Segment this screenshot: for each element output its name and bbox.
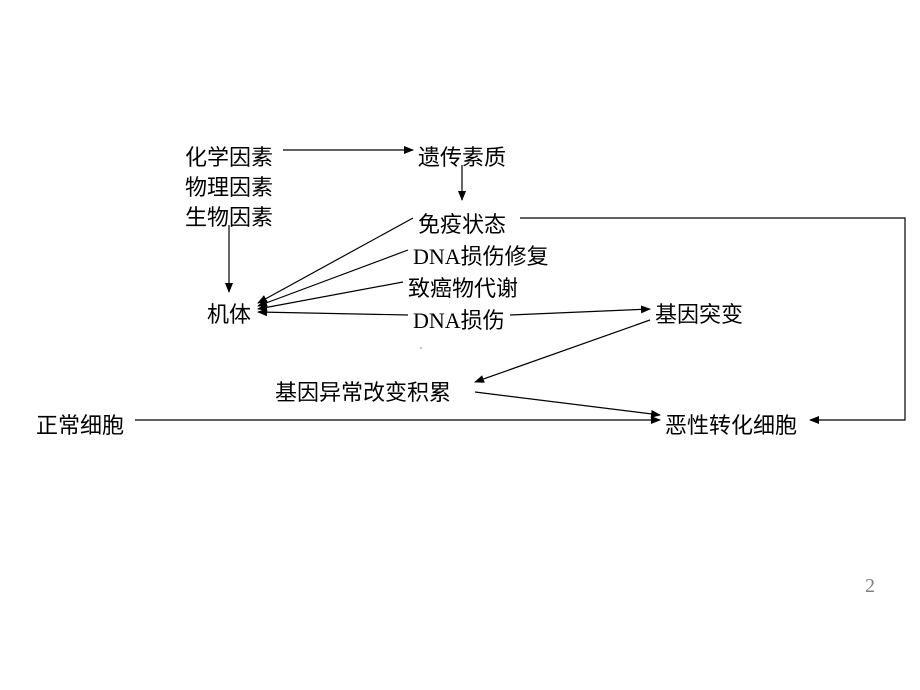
edge-carcinogen_to_body bbox=[258, 282, 403, 309]
node-malignant: 恶性转化细胞 bbox=[665, 408, 797, 440]
edge-dnarepair_to_body bbox=[258, 250, 408, 306]
node-normal-cell: 正常细胞 bbox=[36, 408, 124, 440]
node-body: 机体 bbox=[207, 297, 251, 329]
node-chem-factor: 化学因素 bbox=[185, 140, 273, 172]
node-bio-factor: 生物因素 bbox=[185, 200, 273, 232]
edge-dnadamage_to_body bbox=[258, 312, 408, 315]
node-gene-accum: 基因异常改变积累 bbox=[275, 375, 451, 407]
arrow-layer bbox=[0, 0, 920, 690]
node-heredity: 遗传素质 bbox=[418, 140, 506, 172]
node-gene-mutation: 基因突变 bbox=[655, 297, 743, 329]
node-dna-damage: DNA损伤 bbox=[413, 303, 505, 335]
node-carcinogen: 致癌物代谢 bbox=[408, 271, 518, 303]
edge-accum_to_malig bbox=[475, 392, 660, 415]
node-dna-repair: DNA损伤修复 bbox=[413, 239, 549, 271]
edge-immune_to_body bbox=[258, 218, 413, 303]
node-phys-factor: 物理因素 bbox=[185, 170, 273, 202]
page-number: 2 bbox=[865, 575, 875, 598]
node-immune: 免疫状态 bbox=[418, 207, 506, 239]
edge-dnadamage_to_mut bbox=[510, 309, 650, 315]
decorative-dot: · bbox=[418, 338, 424, 359]
